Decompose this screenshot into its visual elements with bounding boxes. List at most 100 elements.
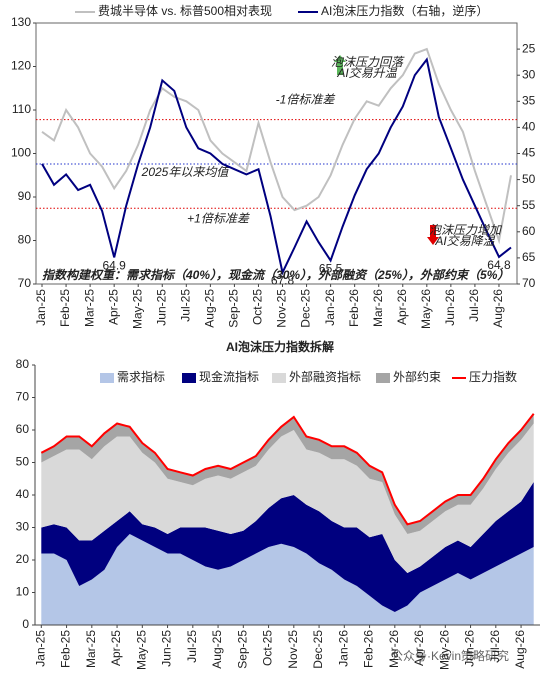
x-tick-label: Dec-25 (311, 630, 325, 669)
stacked-area (41, 534, 534, 625)
x-tick-label: Aug-25 (210, 630, 224, 669)
y-tick-label: 0 (22, 617, 29, 631)
x-tick-label: Jun-25 (154, 289, 168, 326)
y-tick-label: 120 (11, 59, 31, 73)
x-tick-label: Feb-26 (347, 289, 361, 327)
x-tick-label: Oct-25 (261, 630, 275, 666)
legend-swatch (182, 373, 196, 383)
series-line (41, 47, 512, 245)
legend-label: 外部融资指标 (289, 369, 361, 384)
y2-tick-label: 55 (522, 198, 536, 212)
annotation-arrow (427, 225, 439, 245)
y2-tick-label: 65 (522, 250, 536, 264)
x-tick-label: Jun-26 (463, 630, 477, 667)
y2-tick-label: 25 (522, 41, 536, 55)
x-tick-label: Mar-26 (387, 630, 401, 668)
y-tick-label: 130 (11, 15, 31, 29)
x-tick-label: Apr-25 (106, 289, 120, 325)
data-label: 67.8 (271, 274, 295, 288)
annotation-arrow (334, 55, 346, 75)
reference-label: 2025年以来均值 (141, 165, 231, 179)
x-tick-label: Aug-25 (203, 289, 217, 328)
watermark: 公众号·Kevin策略研究 (391, 648, 509, 663)
y2-tick-label: 50 (522, 172, 536, 186)
x-tick-label: Feb-25 (59, 630, 73, 668)
y2-tick-label: 35 (522, 93, 536, 107)
y-tick-label: 100 (11, 146, 31, 160)
y-tick-label: 50 (16, 455, 30, 469)
y-tick-label: 40 (16, 487, 30, 501)
data-label: 64.9 (102, 259, 126, 273)
y-tick-label: 80 (18, 233, 32, 247)
x-tick-label: Oct-25 (251, 289, 265, 325)
x-tick-label: Mar-25 (84, 630, 98, 668)
x-tick-label: Sep-25 (227, 289, 241, 328)
x-tick-label: Jun-25 (160, 630, 174, 667)
y2-tick-label: 40 (522, 120, 536, 134)
note: 指数构建权重：需求指标（40%），现金流（30%），外部融资（25%），外部约束… (42, 268, 509, 282)
y-tick-label: 20 (16, 552, 30, 566)
x-tick-label: Aug-26 (491, 289, 505, 328)
x-tick-label: Feb-25 (58, 289, 72, 327)
x-tick-label: Nov-25 (286, 630, 300, 669)
x-tick-label: May-25 (130, 289, 144, 329)
legend-label: AI泡沫压力指数（右轴，逆序） (321, 3, 488, 18)
legend-swatch (272, 373, 286, 383)
x-tick-label: Jan-26 (323, 289, 337, 326)
annotation-text: 泡沫压力回落 (331, 55, 405, 69)
x-tick-label: Jan-25 (34, 289, 48, 326)
x-tick-label: Apr-26 (412, 630, 426, 666)
x-tick-label: Jan-26 (336, 630, 350, 667)
stacked-area (41, 423, 534, 573)
x-tick-label: Apr-26 (395, 289, 409, 325)
legend-swatch (100, 373, 114, 383)
reference-label: +1倍标准差 (187, 211, 250, 225)
x-tick-label: Jul-25 (178, 289, 192, 322)
x-tick-label: Jun-26 (443, 289, 457, 326)
y2-tick-label: 45 (522, 146, 536, 160)
annotation-text: AI交易升温 (336, 66, 397, 80)
y-tick-label: 10 (16, 585, 30, 599)
x-tick-label: Mar-26 (371, 289, 385, 327)
legend-label: 需求指标 (117, 369, 165, 384)
y-tick-label: 110 (12, 102, 31, 116)
legend-label: 现金流指标 (199, 369, 259, 384)
x-tick-label: Aug-26 (513, 630, 527, 669)
annotation-text: AI交易降温 (434, 234, 495, 248)
x-tick-label: May-25 (134, 630, 148, 670)
x-tick-label: Jul-26 (467, 289, 481, 322)
x-tick-label: Jan-25 (33, 630, 47, 667)
y2-tick-label: 30 (522, 67, 536, 81)
legend-label: 费城半导体 vs. 标普500相对表现 (98, 4, 272, 18)
y-tick-label: 60 (16, 422, 30, 436)
stacked-area (41, 482, 534, 612)
x-tick-label: Jul-25 (185, 630, 199, 663)
chart-title: AI泡沫压力指数拆解 (226, 339, 334, 354)
x-tick-label: Mar-25 (82, 289, 96, 327)
x-tick-label: Sep-25 (235, 630, 249, 669)
y-tick-label: 90 (18, 189, 32, 203)
x-tick-label: Apr-25 (109, 630, 123, 666)
x-tick-label: Nov-25 (275, 289, 289, 328)
x-tick-label: Dec-25 (299, 289, 313, 328)
data-label: 65.5 (319, 262, 343, 276)
y-tick-label: 80 (16, 357, 30, 371)
x-tick-label: May-26 (419, 289, 433, 329)
series-line (40, 413, 535, 526)
legend-swatch (376, 373, 390, 383)
y-tick-label: 70 (18, 276, 32, 290)
y2-tick-label: 60 (522, 224, 536, 238)
data-label: 64.8 (487, 258, 511, 272)
x-tick-label: Feb-26 (362, 630, 376, 668)
annotation-text: 泡沫压力增加 (429, 223, 503, 237)
legend-label: 外部约束 (393, 369, 441, 384)
x-tick-label: Jul-26 (488, 630, 502, 663)
legend-label: 压力指数 (469, 369, 517, 384)
y2-tick-label: 70 (522, 276, 536, 290)
y-tick-label: 70 (16, 390, 30, 404)
reference-label: -1倍标准差 (276, 93, 336, 107)
y-tick-label: 30 (16, 520, 30, 534)
series-line (41, 57, 512, 276)
